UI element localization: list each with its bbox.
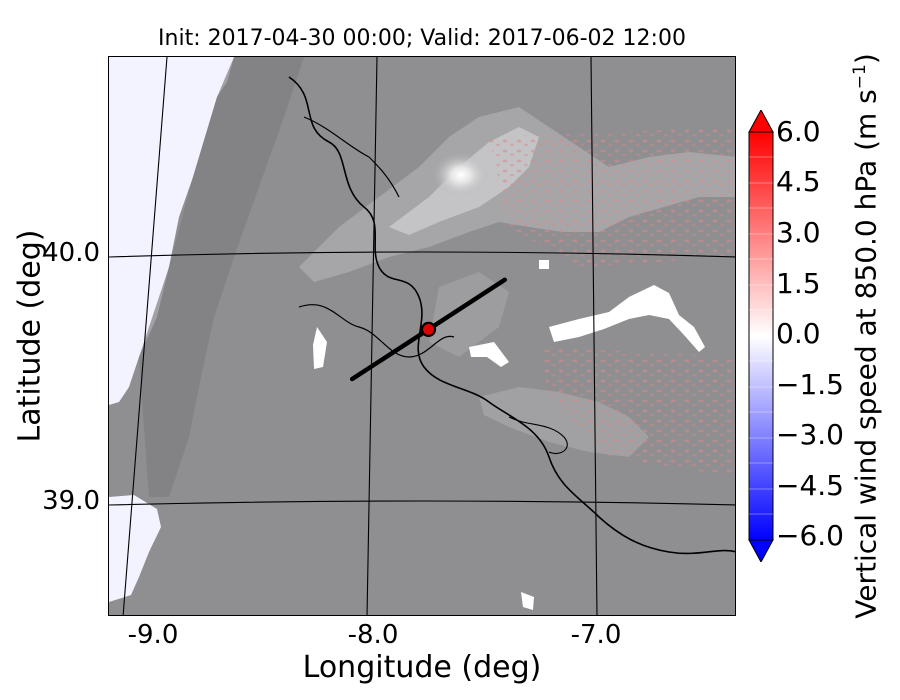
colorbar-tick: 0.0: [776, 317, 821, 350]
wind-field-north: [489, 127, 735, 267]
terrain-contour-south: [508, 416, 568, 455]
terrain-contour: [298, 304, 455, 358]
colorbar-tick: 1.5: [776, 267, 821, 300]
colorbar-gradient: [748, 131, 774, 541]
location-marker: [420, 321, 437, 337]
y-tick-label: 39.0: [42, 486, 100, 516]
graticule: [109, 57, 735, 615]
y-axis-label: Latitude (deg): [12, 229, 48, 443]
x-tick-label: -7.0: [570, 620, 622, 650]
colorbar-tick: −6.0: [776, 519, 844, 552]
colorbar-tick: 3.0: [776, 216, 821, 249]
colorbar-max-arrow: [748, 110, 774, 133]
reservoir-west: [313, 327, 327, 369]
mountain-peak: [433, 153, 489, 197]
colorbar-tick: −3.0: [776, 418, 844, 451]
colorbar-tick: −4.5: [776, 469, 844, 502]
coastal-lowland: [139, 57, 304, 497]
ocean-area-south: [109, 495, 161, 602]
wind-field-south: [539, 347, 735, 477]
x-axis-label: Longitude (deg): [302, 650, 542, 685]
x-tick-label: -8.0: [347, 620, 399, 650]
ocean-area: [109, 57, 234, 405]
reservoir-north: [539, 260, 549, 269]
colorbar-label: Vertical wind speed at 850.0 hPa (m s−1): [849, 53, 883, 619]
colorbar-tick: 4.5: [776, 165, 821, 198]
terrain-contour-north: [303, 116, 400, 198]
terrain-map: [109, 57, 735, 615]
colorbar: [748, 110, 774, 562]
colorbar-min-arrow: [748, 539, 774, 562]
reservoir-south: [521, 592, 534, 610]
valley-highland: [429, 272, 509, 357]
reservoir: [469, 342, 509, 367]
river-tagus: [549, 285, 705, 352]
colorbar-levels: [749, 156, 773, 515]
colorbar-tick: 6.0: [776, 115, 821, 148]
colorbar-tick: −1.5: [776, 368, 844, 401]
map-title: Init: 2017-04-30 00:00; Valid: 2017-06-0…: [158, 26, 686, 51]
map-plot-area: [108, 56, 736, 616]
x-tick-label: -9.0: [127, 620, 179, 650]
boundary-contour: [288, 76, 735, 555]
y-tick-label: 40.0: [42, 238, 100, 268]
